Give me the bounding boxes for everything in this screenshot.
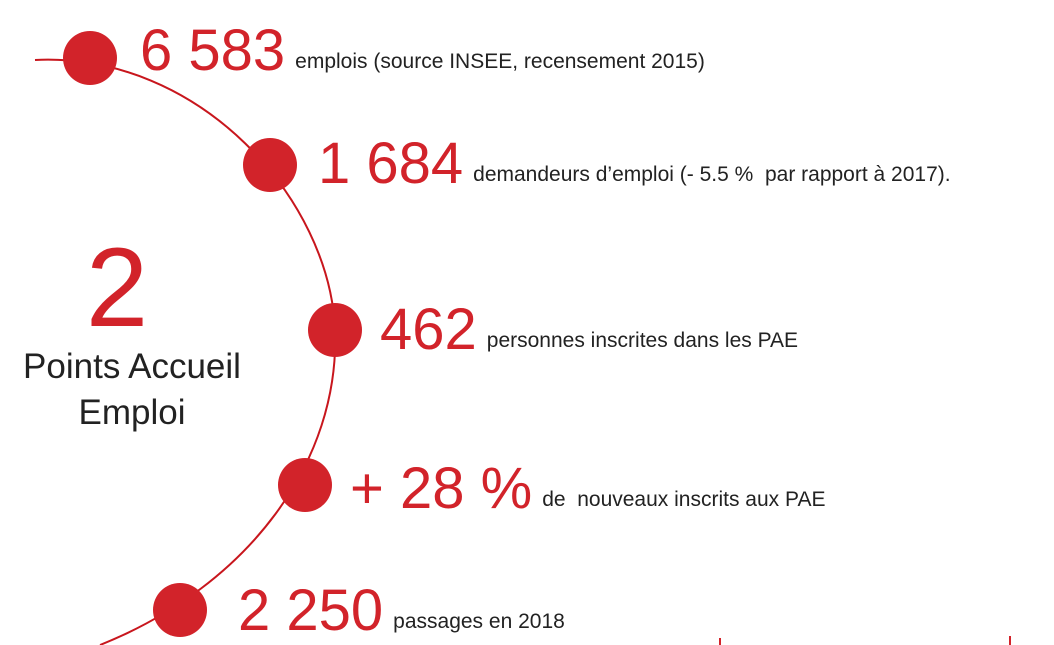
dot <box>63 31 117 85</box>
item-number: 462 <box>380 297 477 362</box>
dot <box>278 458 332 512</box>
item-text: personnes inscrites dans les PAE <box>487 329 798 352</box>
dot <box>243 138 297 192</box>
dot <box>308 303 362 357</box>
item-number: + 28 % <box>350 456 532 521</box>
dot <box>153 583 207 637</box>
center-label: Emploi <box>79 393 186 432</box>
item-text: emplois (source INSEE, recensement 2015) <box>295 50 705 73</box>
center-label: Points Accueil <box>23 347 241 386</box>
item-number: 2 250 <box>238 578 383 643</box>
item-text: de nouveaux inscrits aux PAE <box>542 488 825 511</box>
items: 6 583 emplois (source INSEE, recensement … <box>63 18 951 643</box>
item-number: 1 684 <box>318 131 463 196</box>
item-text: passages en 2018 <box>393 610 565 633</box>
center-number: 2 <box>86 225 148 350</box>
item-text: demandeurs d’emploi (- 5.5 % par rapport… <box>473 163 950 186</box>
item-number: 6 583 <box>140 18 285 83</box>
